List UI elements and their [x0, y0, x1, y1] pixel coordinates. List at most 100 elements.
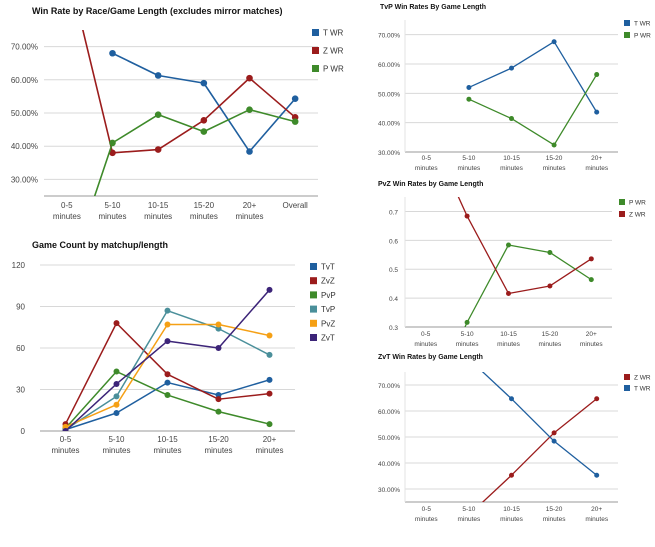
data-point: [551, 430, 557, 436]
legend-swatch: [310, 277, 317, 285]
data-point: [551, 39, 557, 45]
data-point: [464, 213, 470, 219]
legend-label: TvP: [321, 305, 335, 314]
data-point: [266, 332, 273, 339]
x-tick-label: 0-5: [422, 155, 432, 162]
legend-swatch: [312, 29, 319, 36]
data-point: [113, 401, 120, 408]
x-tick-label: minutes: [543, 516, 567, 523]
y-tick-label: 30: [16, 386, 25, 395]
data-point: [164, 392, 171, 399]
x-tick-label: minutes: [414, 341, 438, 348]
x-tick-label: minutes: [255, 446, 283, 455]
y-tick-label: 50.00%: [11, 109, 38, 118]
x-tick-label: 5-10: [461, 331, 474, 338]
x-tick-label: minutes: [235, 212, 263, 221]
x-tick-label: minutes: [204, 446, 232, 455]
x-tick-label: 20+: [591, 506, 602, 513]
x-tick-label: minutes: [497, 341, 521, 348]
x-tick-label: minutes: [153, 446, 181, 455]
y-tick-label: 60.00%: [378, 409, 400, 416]
x-tick-label: minutes: [53, 212, 81, 221]
y-tick-label: 120: [12, 261, 26, 270]
x-tick-label: 20+: [263, 435, 277, 444]
legend-label: T WR: [634, 386, 651, 393]
series-layer: [457, 197, 594, 327]
data-point: [588, 277, 594, 283]
y-tick-label: 0.5: [389, 267, 398, 274]
legend-label: Z WR: [629, 212, 646, 219]
x-tick-label: minutes: [580, 341, 604, 348]
data-point: [113, 410, 120, 417]
y-tick-label: 40.00%: [378, 121, 400, 128]
x-tick-label: minutes: [539, 341, 563, 348]
x-tick-label: 20+: [586, 331, 597, 338]
x-tick-label: minutes: [98, 212, 126, 221]
x-tick-label: minutes: [144, 212, 172, 221]
data-point: [509, 65, 514, 71]
chart-c5: ZvT Win Rates by Game Length 30.00% 40.00%…: [378, 354, 651, 523]
legend-swatch: [312, 65, 319, 72]
y-tick-label: 60.00%: [378, 62, 400, 69]
data-point: [509, 396, 514, 402]
data-point: [164, 307, 171, 314]
data-point: [62, 428, 69, 431]
data-point: [594, 396, 600, 402]
legend-label: T WR: [323, 29, 344, 38]
x-tick-label: Overall: [282, 201, 308, 210]
x-tick-label: 15-20: [208, 435, 229, 444]
series-line-t-wr: [468, 41, 598, 113]
legend-label: P WR: [629, 200, 646, 207]
data-point: [246, 148, 253, 155]
x-tick-label: 10-15: [503, 506, 520, 513]
x-tick-label: minutes: [500, 516, 524, 523]
x-tick-label: 5-10: [108, 435, 125, 444]
x-tick-label: minutes: [190, 212, 218, 221]
legend-label: Z WR: [323, 47, 344, 56]
y-tick-label: 30.00%: [11, 175, 38, 184]
data-point: [200, 79, 208, 87]
y-tick-label: 60.00%: [11, 76, 38, 85]
data-point: [506, 290, 511, 296]
chart-title: Win Rate by Race/Game Length (excludes m…: [32, 6, 283, 16]
x-tick-label: 0-5: [421, 331, 431, 338]
x-tick-label: 5-10: [462, 506, 475, 513]
data-point: [164, 338, 171, 345]
legend-swatch: [624, 32, 630, 38]
data-point: [246, 74, 253, 82]
data-point: [547, 283, 553, 289]
x-tick-label: 0-5: [422, 506, 432, 513]
data-point: [215, 392, 222, 399]
y-tick-label: 50.00%: [378, 91, 400, 98]
data-point: [113, 320, 120, 327]
legend-label: ZvZ: [321, 277, 335, 286]
data-point: [113, 368, 120, 375]
y-tick-label: 0.4: [389, 296, 398, 303]
data-point: [291, 118, 299, 125]
x-tick-label: 20+: [243, 201, 257, 210]
data-point: [215, 321, 222, 328]
data-point: [509, 472, 514, 478]
data-point: [113, 393, 120, 400]
x-tick-label: 10-15: [500, 331, 517, 338]
data-point: [200, 117, 208, 124]
x-tick-label: minutes: [51, 446, 79, 455]
x-tick-label: minutes: [543, 165, 567, 172]
y-tick-label: 0.7: [389, 209, 398, 216]
x-tick-label: 0-5: [60, 435, 72, 444]
legend-swatch: [624, 385, 630, 391]
data-point: [246, 106, 253, 113]
y-tick-label: 0: [21, 427, 26, 436]
legend-swatch: [624, 374, 630, 380]
legend-label: T WR: [634, 21, 651, 28]
data-point: [594, 72, 600, 78]
legend-label: TvT: [321, 263, 335, 272]
x-tick-label: 10-15: [503, 155, 520, 162]
legend-label: Z WR: [634, 375, 651, 382]
data-point: [215, 396, 222, 403]
data-point: [594, 472, 600, 478]
x-tick-label: 5-10: [104, 201, 121, 210]
y-tick-label: 40.00%: [378, 461, 400, 468]
data-point: [154, 146, 162, 153]
